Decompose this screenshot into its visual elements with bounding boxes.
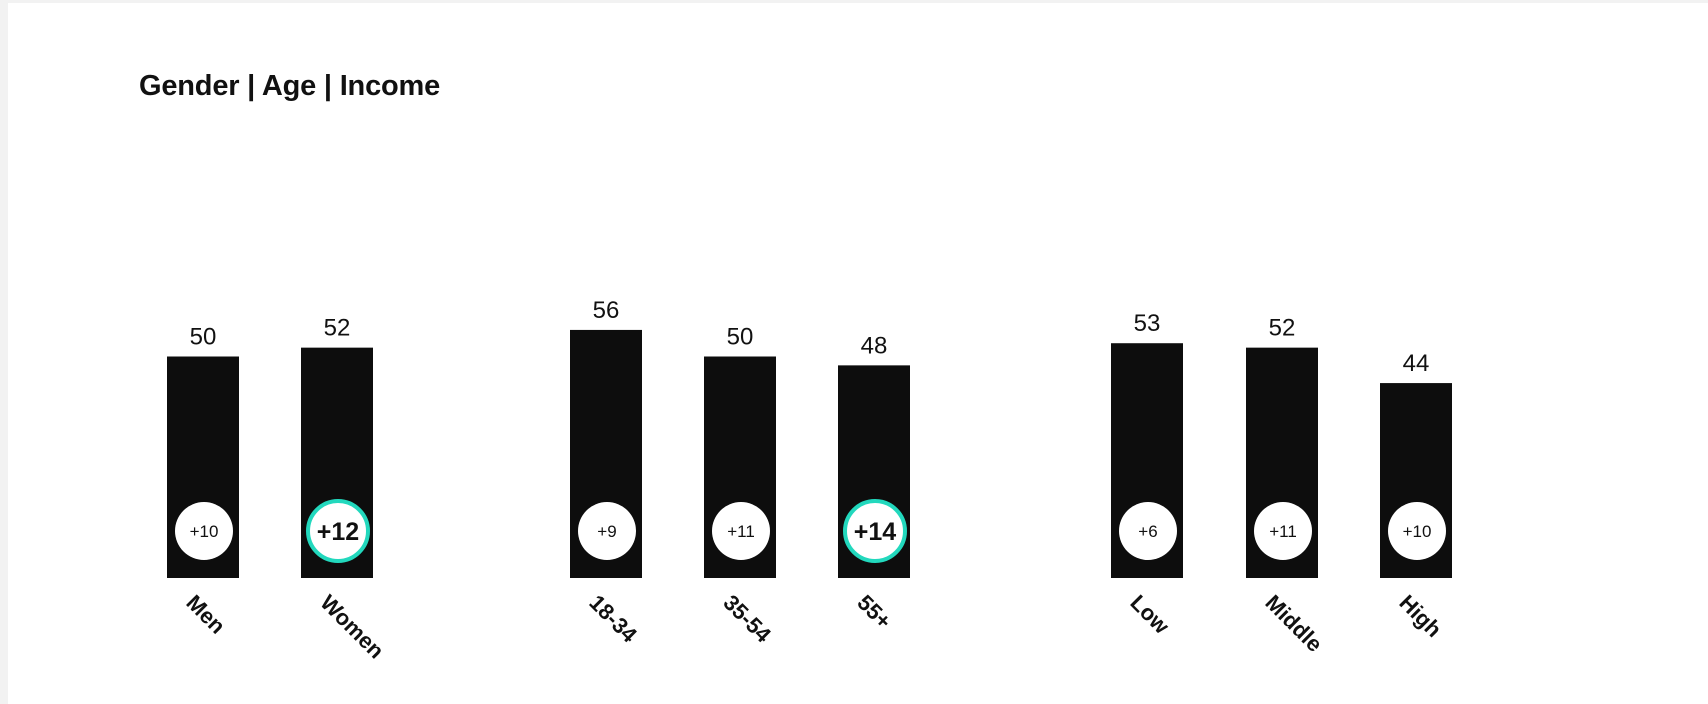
delta-label-middle: +11 <box>1269 522 1297 541</box>
value-label-middle: 52 <box>1269 315 1296 342</box>
bar-group-income: 53 +6 Low 52 +11 Middle 44 +10 High <box>1111 310 1452 657</box>
category-label-35-54: 35-54 <box>718 590 776 648</box>
chart-title: Gender | Age | Income <box>139 70 441 102</box>
category-label-18-34: 18-34 <box>584 590 642 648</box>
delta-label-55-: +14 <box>854 518 897 546</box>
delta-badge-low <box>1119 502 1177 560</box>
delta-badge-18-34 <box>578 502 636 560</box>
category-label-women: Women <box>315 590 389 664</box>
bar-group-age: 56 +9 18-34 50 +11 35-54 48 +14 55+ <box>570 297 910 648</box>
value-label-men: 50 <box>190 324 217 351</box>
value-label-high: 44 <box>1403 350 1430 377</box>
delta-label-men: +10 <box>190 522 219 541</box>
delta-badge-men <box>175 502 233 560</box>
delta-badge-middle <box>1254 502 1312 560</box>
delta-badge-55- <box>843 499 907 563</box>
bar-group-gender: 50 +10 Men 52 +12 Women <box>167 315 389 664</box>
value-label-women: 52 <box>324 315 351 342</box>
delta-label-18-34: +9 <box>597 522 616 541</box>
category-label-high: High <box>1394 590 1446 642</box>
delta-badge-women <box>306 499 370 563</box>
value-label-18-34: 56 <box>593 297 620 324</box>
chart-panel <box>8 3 1708 704</box>
delta-badge-35-54 <box>712 502 770 560</box>
category-label-men: Men <box>181 590 230 639</box>
delta-label-35-54: +11 <box>727 522 755 541</box>
category-label-55-: 55+ <box>852 590 896 634</box>
value-label-35-54: 50 <box>727 324 754 351</box>
delta-label-low: +6 <box>1138 522 1157 541</box>
delta-label-women: +12 <box>317 518 359 546</box>
category-label-middle: Middle <box>1260 590 1327 657</box>
value-label-55-: 48 <box>861 332 888 359</box>
value-label-low: 53 <box>1134 310 1161 337</box>
category-label-low: Low <box>1125 590 1174 639</box>
delta-label-high: +10 <box>1403 522 1432 541</box>
delta-badge-high <box>1388 502 1446 560</box>
